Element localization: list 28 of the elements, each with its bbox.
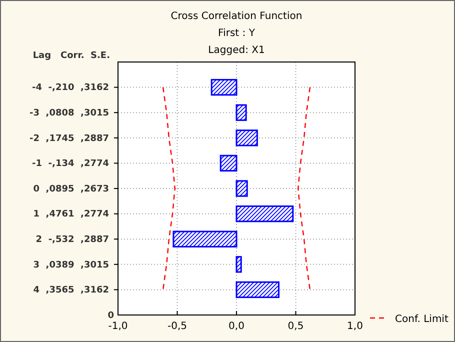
bar bbox=[236, 180, 248, 197]
bar bbox=[236, 256, 242, 273]
bar bbox=[210, 78, 238, 96]
bar bbox=[236, 130, 258, 146]
chart-subtitle: First : Y Lagged: X1 bbox=[208, 28, 265, 56]
legend-label: Conf. Limit bbox=[395, 314, 448, 325]
y-tick-label: 1 ,4761 ,2774 bbox=[30, 210, 109, 220]
y-tick-label: 2 -,532 ,2887 bbox=[32, 234, 109, 245]
bar bbox=[236, 205, 294, 222]
y-tick-label: -1 -,134 ,2774 bbox=[32, 159, 109, 170]
x-tick-label: 0,0 bbox=[228, 321, 244, 332]
bar bbox=[220, 154, 238, 172]
y-tick-label: 0 ,0895 ,2673 bbox=[30, 184, 109, 194]
x-tick-label: 0,5 bbox=[288, 321, 304, 332]
text: 0 bbox=[108, 311, 114, 321]
y-tick-label: -3 ,0808 ,3015 bbox=[30, 108, 109, 118]
y-tick-label: 4 ,3565 ,3162 bbox=[30, 286, 109, 296]
x-tick-label: -1,0 bbox=[108, 321, 128, 332]
y-tick-label: -2 ,1745 ,2887 bbox=[30, 134, 109, 144]
bar bbox=[172, 230, 238, 248]
x-tick-label: -0,5 bbox=[167, 321, 188, 332]
bar bbox=[236, 104, 247, 121]
chart-title: Cross Correlation Function bbox=[170, 11, 302, 22]
y-tick-label: 3 ,0389 ,3015 bbox=[30, 260, 109, 270]
x-tick-label: 1,0 bbox=[347, 321, 363, 332]
y-axis-title: Lag Corr. S.E. bbox=[32, 51, 110, 61]
y-tick-label: -4 -,210 ,3162 bbox=[32, 83, 109, 94]
bar bbox=[236, 281, 280, 298]
